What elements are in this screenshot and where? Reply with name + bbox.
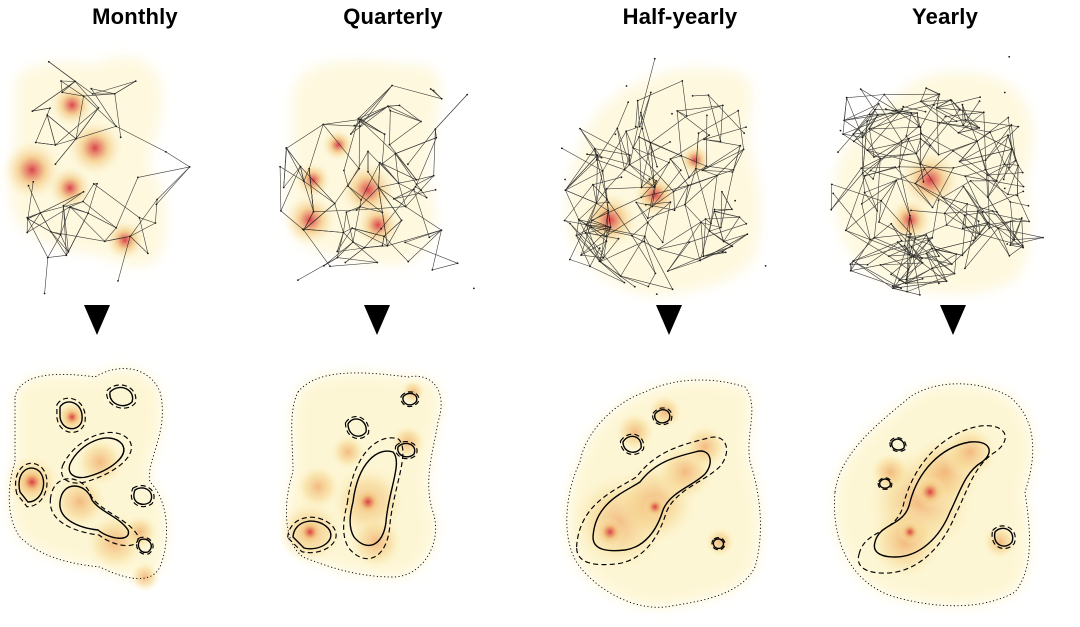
network-density-map: [830, 55, 1044, 296]
network-nodes: [561, 57, 767, 295]
contour-inner: [397, 442, 416, 458]
network-density-map: [279, 60, 475, 290]
contour-inner: [654, 409, 671, 424]
density-hotspot: [322, 129, 354, 161]
density-peak: [295, 517, 325, 547]
contour-mid: [130, 485, 155, 508]
contour-inner: [873, 441, 990, 558]
density-peak: [15, 465, 49, 499]
network-edges: [561, 58, 748, 290]
panel-yearly: Yearly: [810, 0, 1080, 627]
density-blob: [942, 424, 998, 480]
contour-mid: [619, 433, 645, 456]
contour-mid: [287, 516, 337, 554]
network-edges: [830, 87, 1044, 296]
contour-inner: [59, 401, 83, 430]
network-density-map: [561, 57, 767, 296]
down-triangle-icon: [940, 305, 966, 335]
density-blob: [75, 437, 125, 487]
contour-mid: [61, 431, 132, 484]
contour-inner: [347, 418, 367, 437]
contour-density-map: [4, 368, 168, 592]
network-nodes: [26, 60, 191, 295]
contour-inner: [18, 467, 45, 503]
panel-title: Monthly: [92, 4, 178, 29]
contour-inner: [402, 392, 418, 406]
contour-mid: [576, 436, 728, 566]
density-blob: [705, 527, 735, 557]
contour-mid: [49, 478, 139, 547]
contour-mid: [394, 441, 418, 460]
density-hotspot: [48, 166, 92, 210]
contour-mid: [711, 537, 726, 551]
contour-inner: [592, 450, 711, 552]
down-triangle-icon: [656, 305, 682, 335]
contour-inner: [878, 478, 892, 489]
contour-mid: [877, 477, 893, 490]
network-edges: [26, 61, 190, 294]
contour-mid: [343, 437, 404, 560]
density-peak: [352, 486, 384, 518]
contour-outer: [566, 379, 761, 608]
panel-title: Yearly: [911, 4, 979, 29]
down-triangle-icon: [84, 305, 110, 335]
contour-density-map: [566, 379, 761, 608]
contour-mid: [652, 407, 673, 426]
density-blob: [682, 424, 728, 470]
contour-mid: [344, 415, 370, 440]
density-hotspot: [900, 150, 960, 210]
density-hotspot: [284, 194, 336, 246]
density-blob: [982, 524, 1018, 560]
density-hotspot: [356, 203, 400, 247]
contour-inner: [109, 386, 134, 407]
contour-outer: [8, 368, 168, 579]
density-hotspot: [2, 140, 62, 200]
density-hotspot: [50, 83, 94, 127]
contour-inner: [137, 538, 152, 554]
density-peak: [594, 516, 626, 548]
contour-mid: [106, 384, 137, 409]
contour-inner: [68, 437, 125, 479]
contour-inner: [712, 538, 725, 550]
density-peak: [897, 519, 923, 545]
down-triangle-icon: [364, 305, 390, 335]
panel-halfyearly: Half-yearly: [545, 0, 815, 627]
contour-inner: [622, 435, 642, 453]
contour-inner: [349, 450, 398, 547]
contour-mid: [56, 397, 86, 433]
network-density-map: [2, 56, 191, 295]
contour-mid: [400, 391, 420, 408]
panel-quarterly: Quarterly: [258, 0, 528, 627]
contour-mid: [15, 462, 48, 508]
density-hotspot: [67, 120, 123, 176]
panel-title: Half-yearly: [622, 4, 738, 29]
contour-inner: [292, 520, 332, 550]
density-blob: [295, 464, 341, 510]
density-peak: [642, 494, 668, 520]
contour-density-map: [277, 372, 442, 578]
contour-inner: [59, 485, 130, 539]
contour-mid: [857, 425, 1006, 574]
density-peak: [59, 404, 85, 430]
contour-inner: [133, 487, 153, 506]
density-blob: [390, 424, 426, 460]
density-blob: [130, 562, 160, 592]
contour-inner: [993, 527, 1014, 547]
density-blob: [348, 514, 404, 570]
contour-mid: [136, 536, 154, 555]
density-peak: [913, 475, 947, 509]
contour-mid: [991, 525, 1016, 550]
panel-title: Quarterly: [343, 4, 443, 29]
panel-monthly: Monthly: [0, 0, 270, 627]
density-hotspot: [633, 173, 677, 217]
network-nodes: [279, 84, 475, 290]
contour-density-map: [834, 383, 1034, 607]
density-blob: [615, 412, 655, 452]
density-blob: [330, 434, 366, 470]
contour-inner: [891, 438, 905, 451]
network-nodes: [830, 55, 1044, 296]
